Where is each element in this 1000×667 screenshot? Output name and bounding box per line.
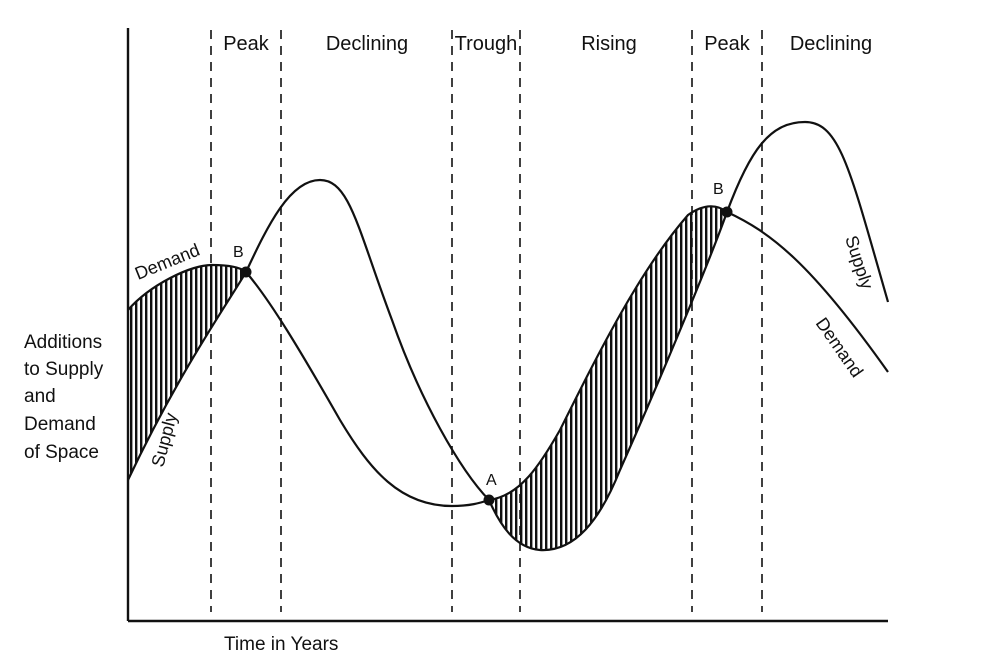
demand-label-right: Demand	[812, 314, 867, 381]
point-label-b2: B	[713, 181, 724, 198]
shaded-gap-demand-exceeds-supply	[128, 265, 246, 480]
point-label-b1: B	[233, 244, 244, 261]
intersection-point-b2	[721, 206, 733, 218]
y-axis-label-line-1: Additions	[24, 332, 102, 353]
phase-label-rising: Rising	[581, 33, 637, 55]
phase-label-peak-1: Peak	[223, 33, 270, 55]
y-axis-label: Additions to Supply and Demand of Space	[24, 332, 104, 463]
phase-label-declining-2: Declining	[790, 33, 872, 55]
y-axis-label-line-5: of Space	[24, 442, 99, 463]
phase-label-trough: Trough	[455, 33, 518, 55]
phase-label-declining-1: Declining	[326, 33, 408, 55]
y-axis-label-line-2: to Supply	[24, 359, 104, 380]
phase-label-peak-2: Peak	[704, 33, 751, 55]
x-axis-label: Time in Years	[224, 634, 338, 655]
intersection-point-b1	[240, 266, 252, 278]
supply-curve	[127, 120, 890, 552]
shaded-gap-rising	[489, 206, 727, 551]
intersection-point-a	[483, 494, 495, 506]
y-axis-label-line-3: and	[24, 386, 56, 407]
y-axis-label-line-4: Demand	[24, 414, 96, 435]
point-label-a: A	[486, 472, 497, 489]
